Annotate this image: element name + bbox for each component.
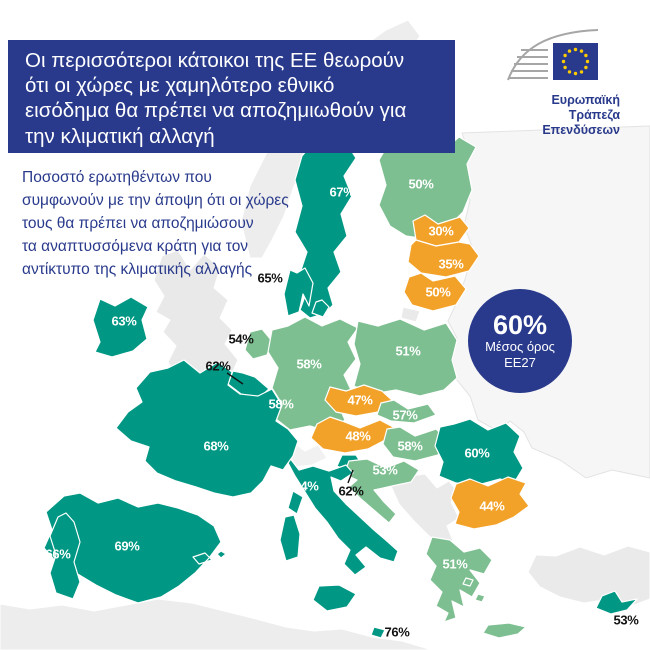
eu-average-caption-1: Μέσος όρος (485, 338, 555, 354)
eu-average-value: 60% (492, 309, 548, 340)
country-shape-france (115, 359, 304, 515)
country-shape-slovakia (376, 399, 437, 424)
country-shape-portugal (49, 512, 81, 600)
subtitle-line-4: τα αναπτυσσόμενα κράτη για τον (22, 238, 249, 255)
title-line-1: Οι περισσότεροι κάτοικοι της ΕΕ θεωρούν (25, 49, 405, 72)
country-shape-spain (43, 492, 227, 604)
country-shape-lithuania (403, 272, 467, 312)
eib-logo-graphic (507, 29, 599, 81)
eu-average-caption-2: ΕΕ27 (504, 355, 536, 370)
region-shape-western-balkans (390, 466, 460, 548)
eu-flag-icon (553, 43, 598, 80)
country-shape-ireland (92, 296, 149, 358)
title-line-2: ότι οι χώρες με χαμηλότερο εθνικό (25, 74, 335, 98)
leader-lines (226, 372, 354, 484)
country-shape-italy (279, 440, 399, 612)
title-line-4: την κλιματική αλλαγή (25, 124, 215, 148)
belgium-leader-line (226, 372, 244, 385)
eu-countries (43, 136, 638, 639)
subtitle-line-3: τους θα πρέπει να αποζημιώσουν (22, 215, 254, 232)
eib-name-line-2: Τράπεζα Επενδύσεων (542, 108, 620, 137)
country-shape-sweden (294, 136, 357, 319)
subtitle-line-2: συμφωνούν με την άποψη ότι οι χώρες (22, 192, 289, 209)
country-shape-netherlands (244, 328, 273, 360)
country-shape-greece (425, 536, 527, 639)
subtitle-line-5: αντίκτυπο της κλιματικής αλλαγής (22, 261, 253, 278)
bridge-arc-icon (507, 29, 599, 81)
eib-name-line-1: Ευρωπαϊκή (551, 93, 620, 107)
subtitle: Ποσοστό ερωτηθέντων που συμφωνούν με την… (22, 166, 289, 281)
region-shape-north-africa (0, 598, 433, 650)
country-shape-croatia (343, 458, 420, 524)
country-shape-austria (310, 416, 396, 454)
country-shape-romania (434, 418, 524, 486)
country-shape-denmark (283, 267, 330, 318)
eib-logo-text: Ευρωπαϊκή Τράπεζα Επενδύσεων (500, 93, 626, 138)
country-shape-latvia (407, 239, 480, 278)
country-shape-germany (267, 316, 359, 433)
country-shape-cyprus (595, 590, 638, 615)
title-line-3: εισόδημα θα πρέπει να αποζημιωθούν για (25, 99, 407, 123)
country-shape-malta (370, 626, 386, 639)
country-shape-turkey (527, 545, 650, 606)
eib-logo: Ευρωπαϊκή Τράπεζα Επενδύσεων (500, 24, 626, 138)
country-shape-bulgaria (450, 476, 530, 530)
slovenia-leader-line (347, 469, 354, 484)
title-box: Οι περισσότεροι κάτοικοι της ΕΕ θεωρούν … (8, 40, 455, 153)
region-shape-kaliningrad (400, 306, 421, 323)
eu-average-badge: 60% Μέσος όρος ΕΕ27 (468, 289, 572, 393)
subtitle-line-1: Ποσοστό ερωτηθέντων που (22, 169, 212, 186)
country-shape-poland (353, 318, 458, 397)
